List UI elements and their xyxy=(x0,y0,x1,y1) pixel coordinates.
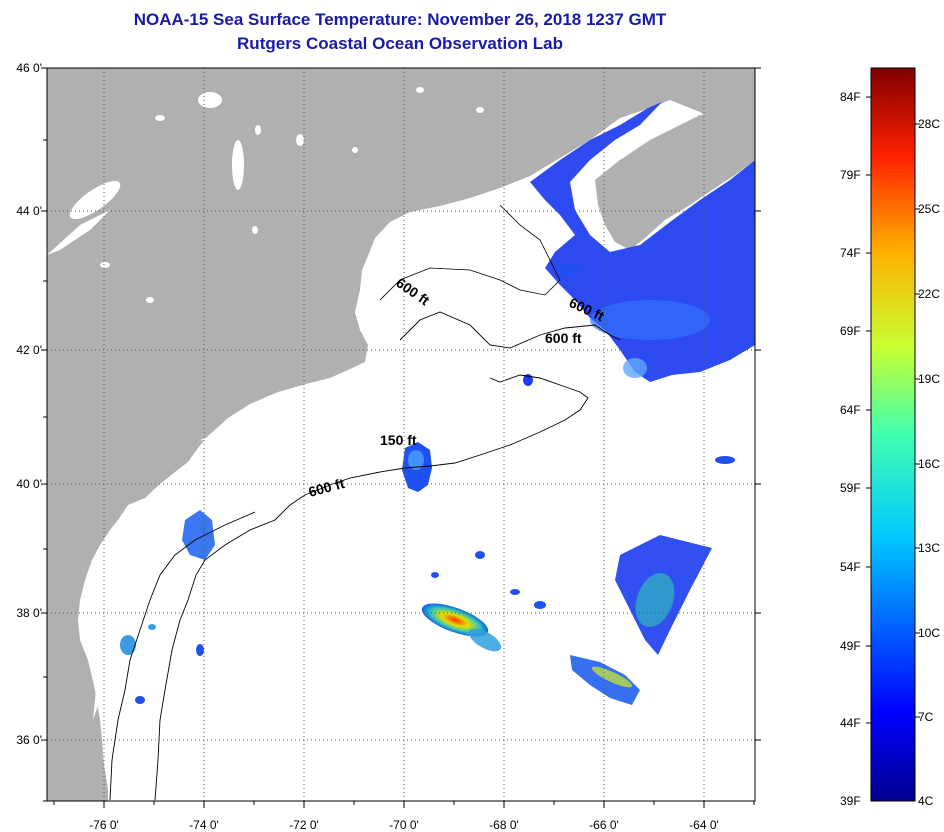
colorbar-label-25c: 25C xyxy=(918,202,941,216)
colorbar-label-44f: 44F xyxy=(840,716,861,730)
land-cape-breton xyxy=(700,70,755,125)
lon-label-68: -68 0' xyxy=(489,818,519,832)
contour-coastal xyxy=(379,204,561,301)
lat-label-36: 36 0' xyxy=(16,733,42,747)
sst-patch-south-band xyxy=(570,655,640,705)
contour-150ft xyxy=(109,511,256,801)
colorbar-label-54f: 54F xyxy=(840,560,861,574)
colorbar-label-74f: 74F xyxy=(840,246,861,260)
sst-patch-shelf-edge xyxy=(623,358,647,378)
map-subtitle: Rutgers Coastal Ocean Observation Lab xyxy=(237,34,563,53)
colorbar-label-28c: 28C xyxy=(918,117,941,131)
lake-champlain-area xyxy=(47,210,110,255)
lat-label-42: 42 0' xyxy=(16,343,42,357)
colorbar-label-7c: 7C xyxy=(918,710,934,724)
colorbar-label-13c: 13C xyxy=(918,541,941,555)
sst-patch-gulf-stream-warm xyxy=(421,603,489,637)
colorbar-label-22c: 22C xyxy=(918,287,941,301)
contour-gulf-of-maine xyxy=(399,311,621,349)
colorbar-label-39f: 39F xyxy=(840,794,861,808)
lon-label-74: -74 0' xyxy=(189,818,219,832)
chesapeake-bay xyxy=(93,520,155,720)
sst-patch-delmarva xyxy=(148,624,156,630)
colorbar-label-59f: 59F xyxy=(840,481,861,495)
contour-label-georges-bank: 600 ft xyxy=(545,330,582,346)
x-ticks xyxy=(53,801,755,808)
lon-label-70: -70 0' xyxy=(389,818,419,832)
colorbar-label-49f: 49F xyxy=(840,639,861,653)
colorbar-label-64f: 64F xyxy=(840,403,861,417)
colorbar-ticks xyxy=(866,96,920,724)
delaware-bay xyxy=(152,485,178,560)
colorbar-label-10c: 10C xyxy=(918,626,941,640)
colorbar-label-69f: 69F xyxy=(840,324,861,338)
lon-label-66: -66 0' xyxy=(589,818,619,832)
lat-label-44: 44 0' xyxy=(16,204,42,218)
long-island-sound xyxy=(200,395,330,442)
lat-label-40: 40 0' xyxy=(16,477,42,491)
y-ticks xyxy=(41,67,761,802)
colorbar-label-19c: 19C xyxy=(918,372,941,386)
map-border xyxy=(46,67,756,802)
sst-patch-gulf-stream-tail xyxy=(468,628,502,652)
sst-patch-nantucket-core xyxy=(408,450,424,470)
colorbar-label-84f: 84F xyxy=(840,90,861,104)
land-mainland xyxy=(47,68,755,801)
land-nova-scotia xyxy=(595,112,755,250)
lat-label-38: 38 0' xyxy=(16,606,42,620)
lon-label-76: -76 0' xyxy=(89,818,119,832)
contour-label-nantucket: 150 ft xyxy=(380,432,417,448)
sst-patch-south-band-warm xyxy=(591,666,633,688)
colorbar-label-79f: 79F xyxy=(840,168,861,182)
sst-small-patches xyxy=(135,264,735,704)
sst-patch-shelf-light xyxy=(590,300,710,340)
sst-patch-offshore-warm xyxy=(635,572,675,628)
sst-patch-new-jersey xyxy=(182,510,215,560)
map-title: NOAA-15 Sea Surface Temperature: Novembe… xyxy=(133,10,667,29)
colorbar xyxy=(870,67,916,802)
cape-cod xyxy=(360,330,420,370)
sst-patch-chesapeake-mouth xyxy=(120,635,136,655)
colorbar-label-4c: 4C xyxy=(918,794,934,808)
contour-600ft-shelf xyxy=(154,374,589,801)
lon-label-72: -72 0' xyxy=(289,818,319,832)
lat-label-46: 46 0' xyxy=(16,61,42,75)
colorbar-label-16c: 16C xyxy=(918,457,941,471)
lon-label-64: -64 0' xyxy=(689,818,719,832)
